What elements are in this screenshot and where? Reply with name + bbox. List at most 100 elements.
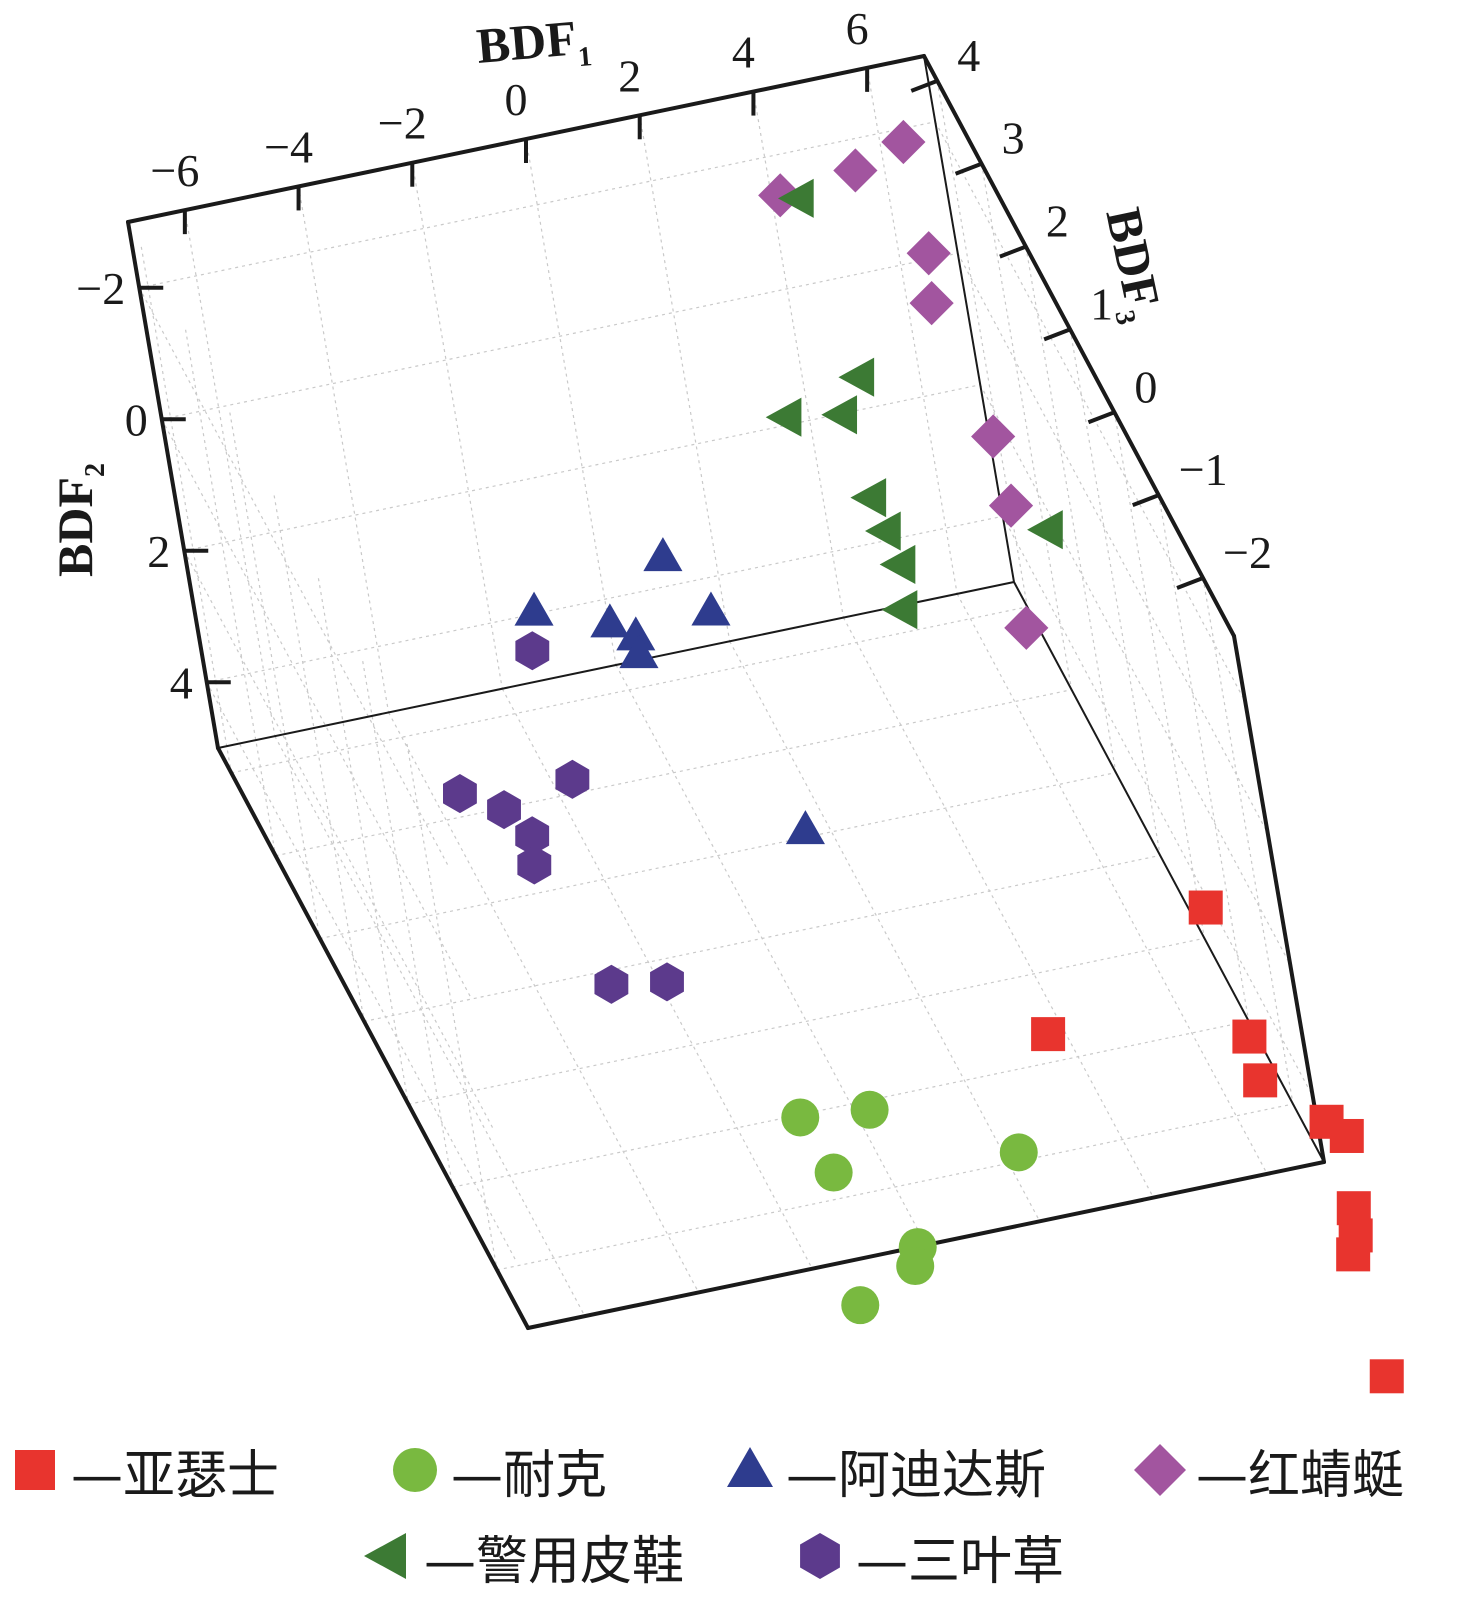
data-point-triangle-left <box>838 357 875 397</box>
grid-line <box>525 138 617 666</box>
data-point-triangle-left <box>865 511 901 551</box>
grid-line <box>842 617 1154 1198</box>
grid-line <box>206 515 1003 683</box>
data-point-hexagon <box>443 774 477 814</box>
data-point-hexagon <box>650 962 684 1002</box>
data-point-hexagon <box>517 845 552 885</box>
data-point-triangle-left <box>765 397 802 437</box>
z-tick <box>999 244 1027 259</box>
grid-line <box>161 418 473 1000</box>
grid-line <box>364 854 1161 1023</box>
series-hexagon <box>443 631 684 1004</box>
x-tick-label: 6 <box>846 3 869 54</box>
frame-edge <box>923 55 1015 583</box>
z-tick-label: −1 <box>1179 444 1228 495</box>
data-point-triangle <box>691 591 731 626</box>
legend-marker-circle <box>393 1448 437 1492</box>
data-point-circle <box>850 1090 889 1129</box>
legend-item: —耐克 <box>385 1430 607 1510</box>
y-tick-label: 0 <box>125 394 148 445</box>
series-square <box>1031 890 1404 1394</box>
grid-line <box>138 287 450 869</box>
legend-item: —红蜻蜓 <box>1130 1430 1404 1510</box>
data-points <box>443 119 1404 1394</box>
z-tick <box>1043 327 1071 342</box>
z-tick-label: 2 <box>1046 196 1069 247</box>
series-diamond <box>758 119 1049 650</box>
x-tick-label: −6 <box>150 145 199 196</box>
data-point-diamond <box>988 483 1034 528</box>
legend-row: —警用皮鞋 —三叶草 <box>0 1516 1460 1596</box>
data-point-diamond <box>758 173 803 218</box>
grid-line <box>408 937 1205 1105</box>
data-point-circle <box>841 1286 880 1325</box>
grid-line <box>957 252 1269 834</box>
grid-line <box>979 384 1291 966</box>
grid-line <box>934 121 1246 703</box>
grid-line <box>729 641 1041 1222</box>
series-triangle <box>514 537 825 845</box>
data-point-diamond <box>833 148 878 193</box>
grid-line <box>184 210 276 737</box>
grid-line <box>231 606 1028 774</box>
legend-label: —阿迪达斯 <box>786 1445 1047 1506</box>
z-axis-line <box>922 54 1236 638</box>
data-point-triangle <box>590 603 630 638</box>
data-point-diamond <box>909 281 954 326</box>
legend-label: —亚瑟士 <box>71 1445 280 1506</box>
data-point-triangle-left <box>881 590 918 630</box>
grid-line <box>1202 577 1294 1105</box>
data-point-triangle <box>619 634 659 669</box>
x-tick-label: 0 <box>505 74 528 125</box>
grid-line <box>866 67 958 594</box>
grid-line <box>184 329 277 856</box>
z-tick <box>1176 576 1204 590</box>
grid-line <box>1113 412 1206 939</box>
legend-label: —三叶草 <box>856 1531 1065 1592</box>
legend-label: —警用皮鞋 <box>424 1531 685 1592</box>
data-point-circle <box>999 1133 1038 1172</box>
grid-line <box>752 91 845 618</box>
y-axis-title-subscript: 2 <box>80 463 111 477</box>
grid-line <box>139 121 936 289</box>
z-tick-label: 1 <box>1090 278 1113 329</box>
data-point-square <box>1243 1063 1278 1098</box>
grid-line <box>501 688 813 1269</box>
grid-line <box>1158 495 1250 1022</box>
y-tick-label: 4 <box>170 657 193 708</box>
frame-edge <box>1232 634 1326 1164</box>
y-tick-label: 2 <box>147 526 170 577</box>
z-tick <box>1087 410 1116 425</box>
data-point-diamond <box>881 119 926 165</box>
data-point-triangle-left <box>879 544 916 585</box>
legend-marker-hexagon <box>800 1533 840 1579</box>
data-point-triangle <box>514 591 554 626</box>
data-point-hexagon <box>487 790 521 830</box>
legend-marker-shape <box>800 1533 840 1579</box>
data-point-triangle-left <box>777 178 814 218</box>
grid-line <box>317 578 410 1105</box>
z-tick-label: 0 <box>1134 361 1157 412</box>
grid-line <box>1069 329 1161 856</box>
frame-edge <box>1013 581 1325 1163</box>
data-point-square <box>1188 890 1223 925</box>
legend-row: —亚瑟士 —耐克 —阿迪达斯 —红蜻蜓 <box>0 1430 1460 1510</box>
data-point-hexagon <box>555 759 590 799</box>
z-tick-label: 3 <box>1002 113 1025 164</box>
data-point-triangle-left <box>850 478 887 518</box>
grid-line <box>206 681 518 1263</box>
grid-line <box>1025 246 1117 773</box>
data-point-hexagon <box>515 631 550 671</box>
z-tick <box>1131 493 1160 508</box>
data-point-square <box>1329 1118 1364 1153</box>
grid-line <box>388 712 700 1293</box>
y-axis-title: BDF2 <box>47 463 111 577</box>
x-tick-label: 4 <box>732 27 755 78</box>
grid-line <box>184 384 981 552</box>
grid-line <box>411 162 503 689</box>
grid-lines <box>138 67 1314 1317</box>
frame-edge <box>216 746 530 1330</box>
y-tick-label: −2 <box>76 263 125 314</box>
